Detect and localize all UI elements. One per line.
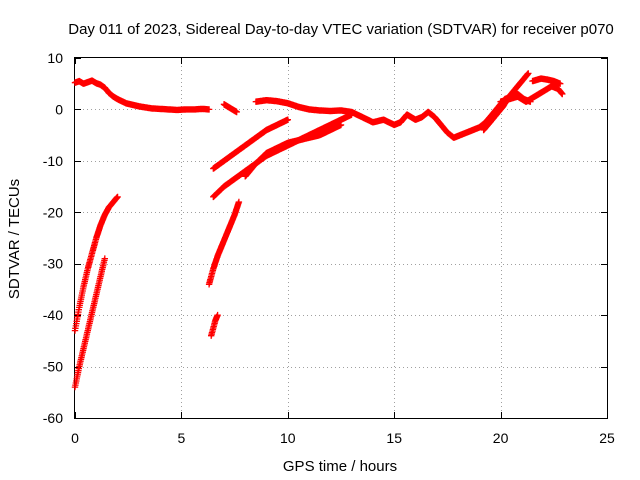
series-points <box>208 311 221 339</box>
series-arc-lower <box>242 121 345 180</box>
x-tick-label: 25 <box>599 430 615 446</box>
series-points <box>71 77 213 114</box>
chart-title: Day 011 of 2023, Sidereal Day-to-day VTE… <box>68 21 614 38</box>
series-main-track <box>71 77 213 114</box>
points-layer <box>71 70 566 391</box>
x-tick-label: 10 <box>280 430 296 446</box>
series-left-steep-b <box>71 255 108 391</box>
y-tick-label: -60 <box>43 410 63 426</box>
y-tick-label: -30 <box>43 256 63 272</box>
series-mid-track <box>252 90 534 141</box>
series-points <box>242 121 345 180</box>
series-points <box>71 193 121 334</box>
series-points <box>497 83 566 105</box>
series-gap-cluster-7 <box>220 101 240 116</box>
series-points <box>205 198 243 288</box>
x-tick-label: 20 <box>493 430 509 446</box>
y-tick-label: 0 <box>55 101 63 117</box>
series-points <box>220 101 240 116</box>
series-mid-low-cluster <box>208 311 221 339</box>
plot-frame <box>74 57 608 419</box>
series-points <box>71 255 108 391</box>
y-axis-label: SDTVAR / TECUs <box>6 179 23 299</box>
y-tick-label: -40 <box>43 307 63 323</box>
y-tick-label: -20 <box>43 204 63 220</box>
series-arc-upper <box>210 116 291 172</box>
series-points <box>529 75 564 87</box>
series-left-steep-a <box>71 193 121 334</box>
tick-layer: 0 5 10 15 20 25 10 0 -10 -20 -30 -40 -50 -60 <box>43 50 615 446</box>
y-tick-label: 10 <box>47 50 63 66</box>
series-points <box>252 90 534 141</box>
x-axis-label: GPS time / hours <box>283 458 397 475</box>
x-tick-label: 15 <box>386 430 402 446</box>
x-tick-label: 5 <box>178 430 186 446</box>
series-right-cluster <box>497 83 566 105</box>
x-tick-label: 0 <box>71 430 79 446</box>
series-points <box>210 116 291 172</box>
series-right-top <box>529 75 564 87</box>
series-mid-steep <box>205 198 243 288</box>
y-tick-label: -50 <box>43 359 63 375</box>
y-tick-label: -10 <box>43 153 63 169</box>
